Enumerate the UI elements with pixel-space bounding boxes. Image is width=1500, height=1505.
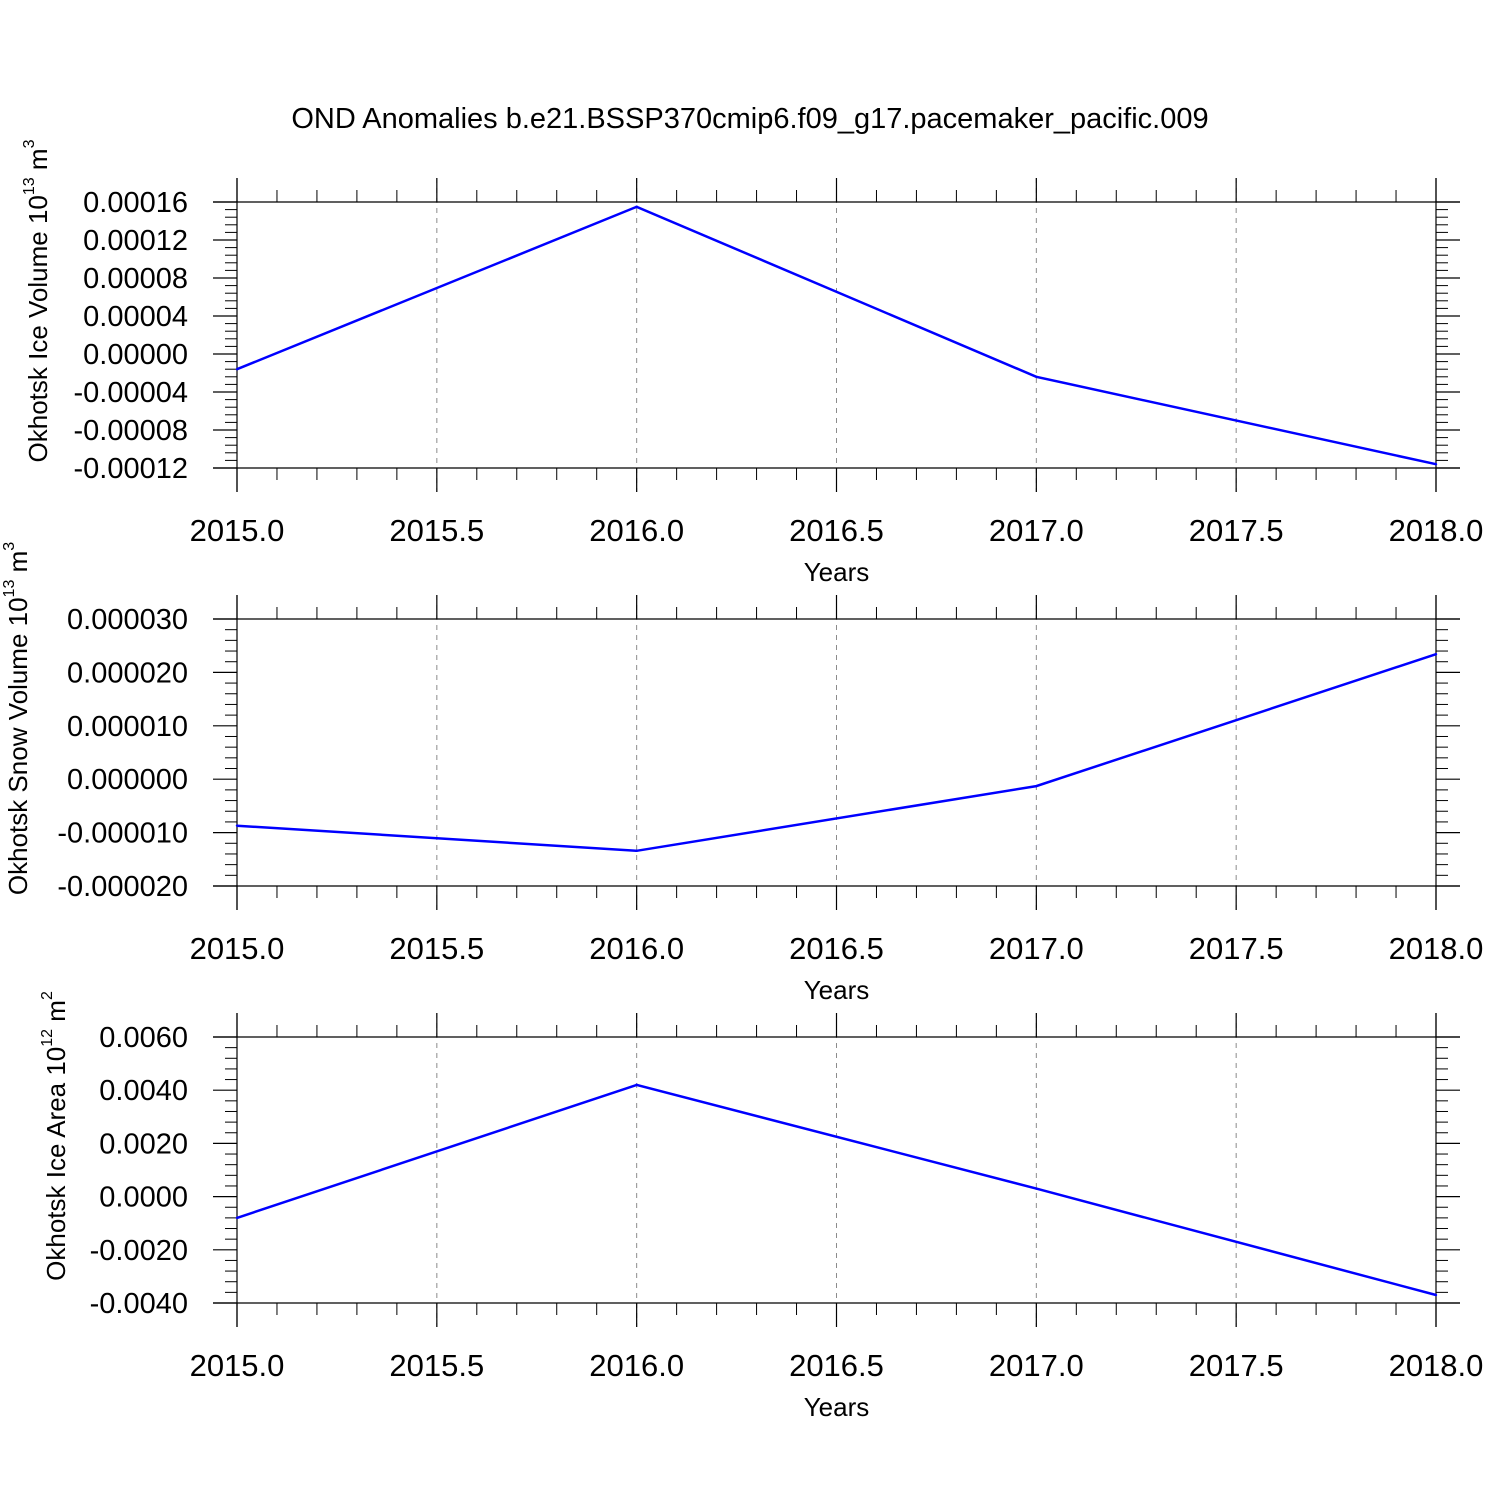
panel-1: 0.00016 0.00012 0.00008 0.00004 0.00000 -0.00…	[21, 139, 1483, 587]
y-axis-title: Okhotsk Ice Area 1012 m2	[39, 991, 71, 1281]
y-axis-title: Okhotsk Ice Volume 1013 m3	[21, 139, 53, 462]
xtick-label: 2015.5	[389, 1348, 484, 1383]
ytick-label: 0.00004	[83, 301, 188, 333]
ytick-label: 0.000000	[67, 764, 188, 796]
figure-title: OND Anomalies b.e21.BSSP370cmip6.f09_g17…	[291, 103, 1208, 135]
data-point	[1434, 653, 1438, 656]
xtick-label: 2016.5	[789, 513, 884, 548]
data-point	[635, 849, 638, 852]
data-point	[1434, 1293, 1438, 1297]
ytick-label: 0.000020	[67, 657, 188, 689]
xtick-label: 2018.0	[1389, 931, 1484, 966]
xtick-label: 2016.5	[789, 1348, 884, 1383]
xtick-label: 2015.0	[190, 931, 285, 966]
ytick-label: -0.00012	[74, 453, 189, 485]
data-point	[635, 205, 638, 208]
x-axis-title: Years	[804, 1392, 870, 1422]
data-point	[1035, 375, 1038, 378]
xtick-label: 2015.5	[389, 931, 484, 966]
data-point	[1035, 1187, 1038, 1190]
data-point	[1035, 784, 1038, 788]
data-point	[235, 1216, 239, 1220]
xtick-label: 2017.0	[989, 1348, 1084, 1383]
series-line	[236, 205, 1437, 466]
xtick-label: 2017.5	[1189, 1348, 1284, 1383]
xtick-label: 2018.0	[1389, 513, 1484, 548]
xtick-label: 2017.0	[989, 931, 1084, 966]
series-line	[236, 1083, 1437, 1297]
xtick-label: 2016.0	[589, 1348, 684, 1383]
series-line	[236, 653, 1437, 853]
data-point	[235, 824, 239, 827]
data-point	[635, 1083, 638, 1087]
xtick-label: 2016.5	[789, 931, 884, 966]
ytick-label: 0.0040	[99, 1075, 188, 1107]
ytick-label: -0.0020	[90, 1235, 188, 1267]
ytick-label: 0.00016	[83, 187, 188, 219]
ytick-label: 0.0060	[99, 1022, 188, 1054]
ytick-label: 0.0000	[99, 1182, 188, 1214]
ytick-label: -0.000010	[57, 818, 188, 850]
xtick-label: 2017.5	[1189, 513, 1284, 548]
ytick-label: 0.0020	[99, 1128, 188, 1160]
ytick-label: -0.00008	[74, 415, 189, 447]
y-axis-title: Okhotsk Snow Volume 1013 m3	[1, 542, 33, 895]
ytick-label: 0.00012	[83, 225, 188, 257]
xtick-label: 2016.0	[589, 931, 684, 966]
ytick-label: -0.0040	[90, 1288, 188, 1320]
xtick-label: 2016.0	[589, 513, 684, 548]
xtick-label: 2015.0	[190, 513, 285, 548]
ytick-label: -0.000020	[57, 871, 188, 903]
panel-2: 0.000030 0.000020 0.000010 0.000000 -0.00001…	[1, 542, 1483, 1005]
ytick-label: 0.000010	[67, 711, 188, 743]
xtick-label: 2015.5	[389, 513, 484, 548]
x-axis-title: Years	[804, 557, 870, 587]
xtick-label: 2018.0	[1389, 1348, 1484, 1383]
xtick-label: 2017.5	[1189, 931, 1284, 966]
ytick-label: 0.000030	[67, 604, 188, 636]
data-point	[235, 368, 239, 371]
xtick-label: 2015.0	[190, 1348, 285, 1383]
ytick-label: 0.00000	[83, 339, 188, 371]
x-axis-title: Years	[804, 975, 870, 1005]
xtick-label: 2017.0	[989, 513, 1084, 548]
data-point	[1434, 463, 1438, 466]
panel-3: 0.00600.00400.00200.0000-0.0020-0.004020…	[39, 991, 1483, 1422]
ytick-label: 0.00008	[83, 263, 188, 295]
ytick-label: -0.00004	[74, 377, 189, 409]
